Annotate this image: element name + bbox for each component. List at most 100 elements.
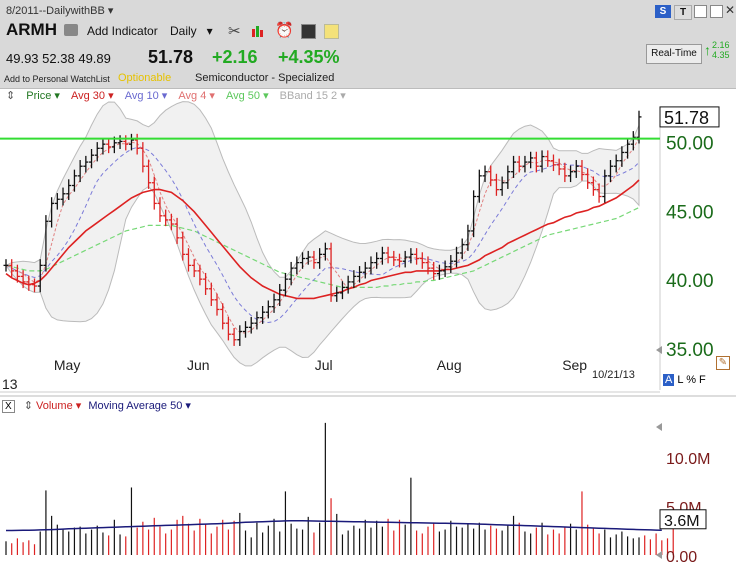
chart-type-icon[interactable]: [251, 24, 264, 37]
legend-volume[interactable]: Volume ▾: [36, 400, 82, 412]
scale-fixed-button[interactable]: F: [699, 374, 706, 386]
price-bar: [374, 252, 380, 269]
price-bar: [140, 142, 146, 173]
price-bar: [43, 215, 49, 272]
legend-avg30[interactable]: Avg 30 ▾: [70, 90, 114, 102]
price-bar: [602, 169, 608, 203]
scale-pct-button[interactable]: %: [686, 374, 696, 386]
realtime-values: 2.16 4.35: [712, 40, 730, 60]
price-bar: [265, 300, 271, 319]
price-bar: [157, 197, 163, 222]
print-icon[interactable]: [710, 5, 723, 18]
volume-y-tick: 0.00: [666, 549, 697, 566]
text-size-icon[interactable]: T: [674, 5, 692, 20]
price-bar: [339, 281, 345, 300]
symbol[interactable]: ARMH: [6, 20, 57, 39]
chart-title-dropdown[interactable]: 8/2011--DailywithBB ▾: [6, 5, 114, 17]
price-bar: [3, 259, 9, 272]
price-bar: [71, 169, 77, 192]
price-bar: [459, 238, 465, 260]
edit-icon[interactable]: ✎: [716, 356, 730, 370]
price-bar: [185, 248, 191, 272]
price-bar: [294, 256, 300, 275]
chart-title: 8/2011--DailywithBB: [6, 5, 105, 17]
legend-price[interactable]: Price ▾: [26, 90, 60, 102]
price-change-pct: +4.35%: [278, 47, 340, 67]
legend-avg4[interactable]: Avg 4 ▾: [178, 90, 215, 102]
price-bar: [322, 242, 328, 261]
add-indicator-icon[interactable]: [64, 24, 78, 36]
price-y-tick: 40.00: [666, 271, 714, 292]
legend-bband[interactable]: BBand 15 2 ▾: [279, 90, 346, 102]
x-tick-label: May: [54, 357, 80, 373]
price-bar: [379, 246, 385, 265]
legend-price-label: Price: [26, 90, 52, 102]
price-bar: [505, 165, 511, 189]
scale-auto-button[interactable]: A: [663, 374, 675, 386]
axis-marker: [656, 551, 662, 559]
alarm-icon[interactable]: ⏰: [275, 22, 294, 39]
close-volume-button[interactable]: X: [2, 400, 15, 413]
price-bar: [203, 272, 209, 295]
price-bar: [362, 261, 368, 279]
price-bar: [511, 155, 517, 178]
price-y-tick: 35.00: [666, 340, 714, 361]
price-bar: [579, 160, 585, 181]
price-bar: [545, 150, 551, 167]
period-select[interactable]: Daily ▾: [170, 24, 213, 38]
price-bar: [573, 160, 579, 178]
price-bar: [590, 176, 596, 196]
price-bar: [391, 250, 397, 267]
price-bar: [465, 224, 471, 251]
volume-updown-icon[interactable]: ⇕: [23, 400, 33, 412]
price-bar: [414, 248, 420, 265]
price-bar: [254, 311, 260, 330]
price-bar: [288, 261, 294, 286]
legend-avg4-label: Avg 4: [178, 90, 207, 102]
legend-avg50[interactable]: Avg 50 ▾: [225, 90, 269, 102]
tools-icon[interactable]: ✂: [228, 23, 241, 40]
legend-avg10[interactable]: Avg 10 ▾: [124, 90, 168, 102]
s-icon[interactable]: S: [655, 5, 671, 18]
scale-log-button[interactable]: L: [677, 374, 684, 386]
sector-label: Semiconductor - Specialized: [195, 72, 335, 84]
period-label: Daily: [170, 24, 197, 38]
price-bar: [613, 154, 619, 173]
price-bar: [436, 264, 442, 280]
add-indicator-button[interactable]: Add Indicator: [87, 24, 158, 38]
last-volume-box: [659, 509, 707, 530]
last-price-label: 51.78: [664, 108, 709, 128]
price-bar: [533, 151, 539, 173]
price-bar: [482, 165, 488, 183]
last-volume-label: 3.6M: [664, 513, 700, 530]
price-bar: [448, 255, 454, 273]
price-bar: [556, 158, 562, 176]
price-bar: [20, 270, 26, 289]
realtime-button[interactable]: Real-Time: [646, 44, 702, 64]
save-icon[interactable]: [694, 5, 707, 18]
price-bar: [311, 250, 317, 269]
price-legend: ⇕ Price ▾ Avg 30 ▾ Avg 10 ▾ Avg 4 ▾ Avg …: [0, 89, 660, 107]
legend-avg50-label: Avg 50: [225, 90, 261, 102]
close-icon[interactable]: ✕: [725, 3, 736, 17]
price-bar: [488, 165, 494, 187]
price-bar: [345, 275, 351, 294]
updown-icon[interactable]: ⇕: [6, 90, 16, 102]
screen-icon[interactable]: [301, 24, 316, 39]
ohlc-values: 49.93 52.38 49.89: [6, 51, 111, 66]
price-bar: [625, 137, 631, 159]
price-bar: [128, 133, 134, 151]
price-bar: [168, 213, 174, 231]
price-bar: [32, 278, 38, 293]
price-bar: [260, 305, 266, 324]
volume-y-tick: 10.0M: [666, 451, 710, 468]
avg30-line: [5, 179, 640, 300]
price-bar: [454, 246, 460, 268]
add-to-watchlist-link[interactable]: Add to Personal WatchList: [4, 74, 110, 84]
price-bar: [317, 248, 323, 269]
price-bar: [37, 259, 43, 293]
note-icon[interactable]: [324, 24, 339, 39]
up-arrow-icon: ↑: [704, 42, 711, 58]
legend-ma50[interactable]: Moving Average 50 ▾: [88, 400, 191, 412]
